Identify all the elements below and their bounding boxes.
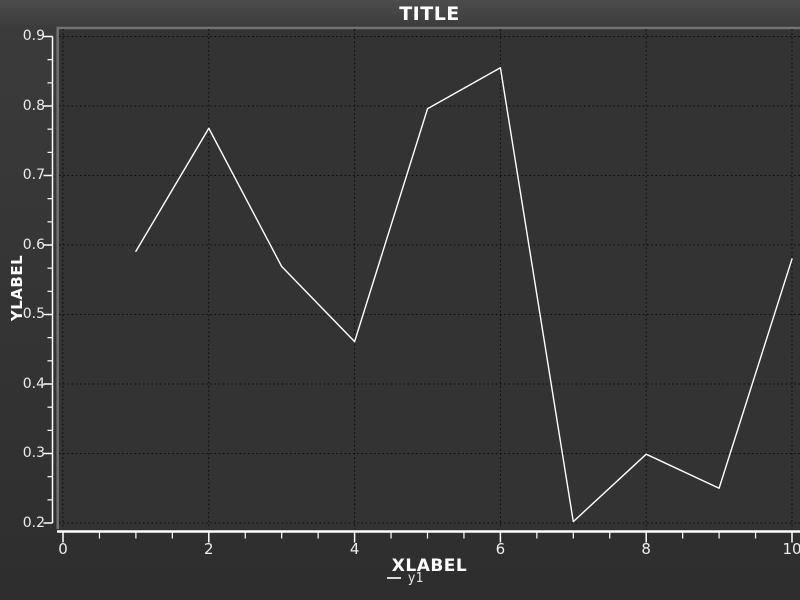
y-tick-label: 0.8	[22, 97, 45, 114]
y-tick-label: 0.9	[22, 28, 45, 44]
y-axis-label: YLABEL	[8, 254, 26, 322]
x-tick-label: 0	[58, 540, 68, 558]
x-tick-label: 2	[204, 540, 214, 558]
y-tick-label: 0.7	[22, 167, 45, 183]
x-tick-label: 10	[782, 540, 800, 558]
y-tick-label: 0.5	[22, 306, 45, 322]
legend-line-sample-icon	[386, 576, 401, 579]
x-tick-label: 6	[495, 540, 506, 558]
chart-title: TITLE	[399, 3, 460, 25]
x-tick-label: 4	[349, 540, 360, 558]
legend-series-label: y1	[407, 571, 424, 586]
x-tick-label: 8	[641, 540, 651, 558]
y-tick-label: 0.2	[22, 514, 45, 531]
legend: y1	[0, 568, 800, 587]
y-tick-label: 0.6	[22, 236, 45, 253]
y-tick-label: 0.3	[22, 445, 45, 461]
y-tick-label: 0.4	[22, 375, 45, 392]
x-axis-label: XLABEL	[391, 556, 468, 576]
